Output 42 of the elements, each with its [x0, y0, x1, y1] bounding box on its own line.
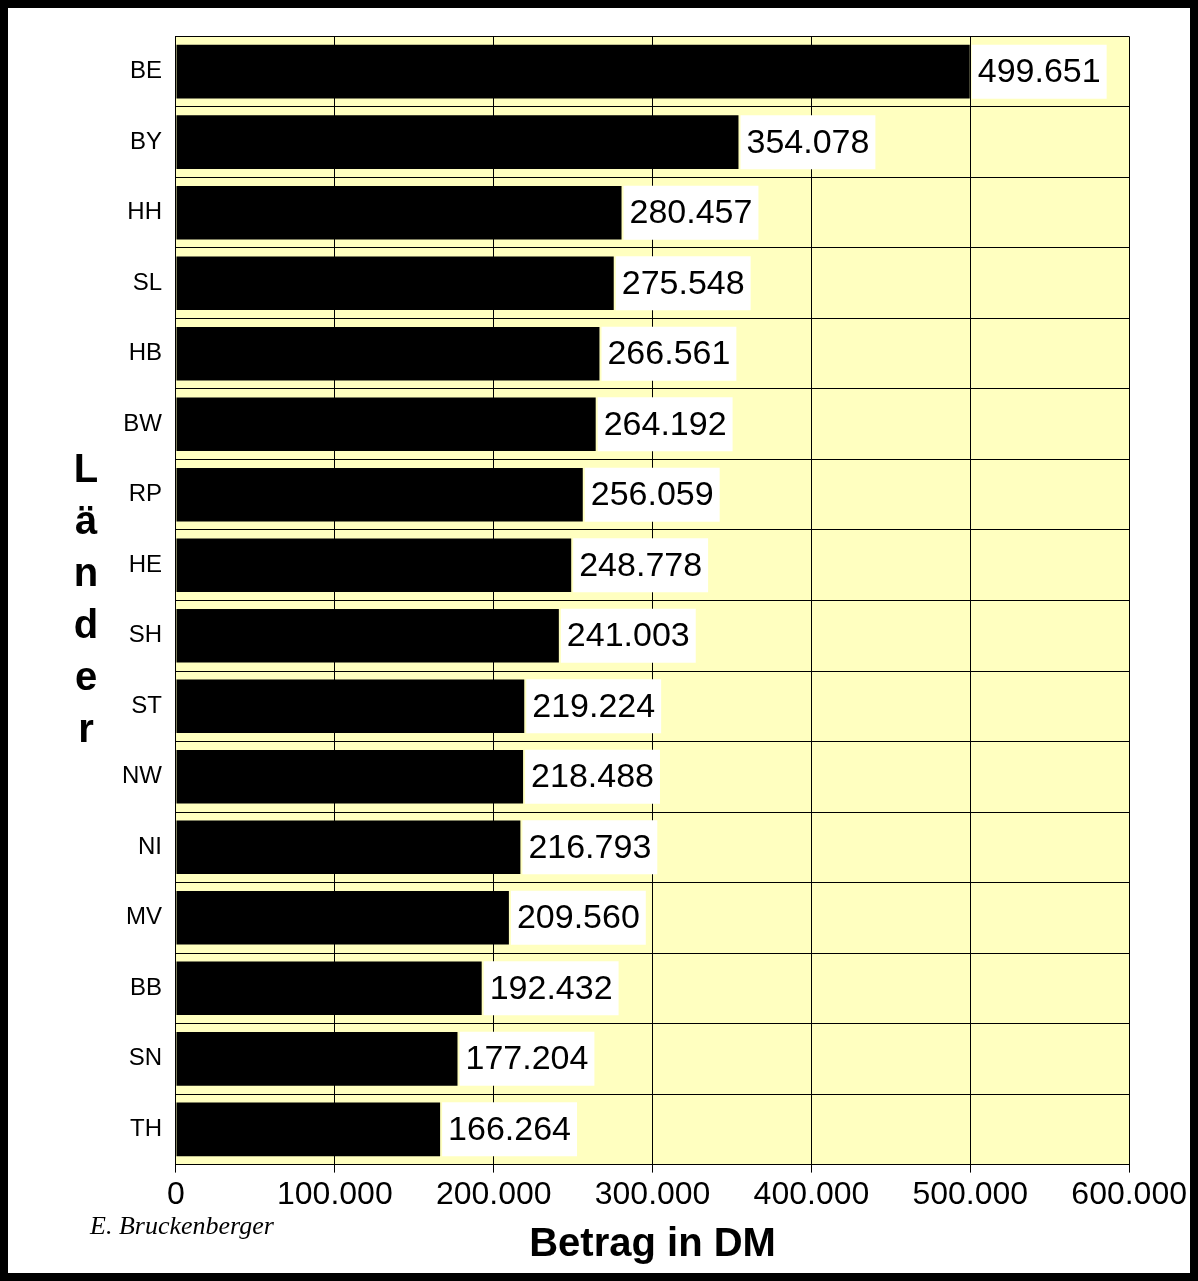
y-tick-label: SH: [128, 620, 162, 648]
data-label: 192.432: [489, 967, 613, 1006]
y-axis-title: Länder: [73, 445, 99, 750]
y-tick-label: ST: [131, 690, 163, 718]
data-label: 354.078: [746, 121, 870, 160]
y-tick-label: BW: [123, 408, 163, 436]
y-tick-label: BE: [129, 56, 162, 84]
y-tick-label: NW: [122, 761, 163, 789]
y-tick-label: HB: [128, 338, 162, 366]
y-tick-label: HH: [127, 197, 162, 225]
y-tick-label: NI: [137, 831, 162, 859]
data-label: 216.793: [528, 826, 652, 865]
data-label: 248.778: [579, 544, 703, 583]
y-tick-label: BB: [129, 972, 162, 1000]
y-tick-label: MV: [125, 902, 162, 930]
data-label: 264.192: [603, 403, 727, 442]
x-tick-label: 100.000: [277, 1174, 393, 1211]
y-tick-label: SN: [128, 1043, 162, 1071]
data-label: 499.651: [977, 51, 1101, 90]
x-tick-label: 200.000: [435, 1174, 552, 1211]
data-label: 275.548: [621, 262, 745, 301]
data-label: 219.224: [532, 685, 656, 724]
data-label: 218.488: [531, 756, 654, 795]
data-label: 241.003: [566, 615, 690, 654]
data-label: 266.561: [607, 333, 731, 372]
x-axis-title: Betrag in DM: [529, 1220, 776, 1265]
data-label: 280.457: [629, 192, 753, 231]
data-label: 166.264: [448, 1108, 572, 1147]
x-tick-label: 0: [167, 1174, 185, 1211]
y-tick-label: TH: [129, 1113, 162, 1141]
x-tick-label: 500.000: [912, 1174, 1029, 1211]
text: E. Bruckenberger: [89, 1210, 275, 1240]
data-label: 256.059: [590, 474, 714, 513]
data-label: 209.560: [516, 897, 640, 936]
y-tick-label: SL: [132, 267, 162, 295]
x-tick-label: 300.000: [594, 1174, 711, 1211]
x-tick-label: 600.000: [1071, 1174, 1187, 1211]
y-tick-label: RP: [128, 479, 162, 507]
y-tick-label: HE: [128, 549, 162, 577]
data-label: 177.204: [465, 1038, 589, 1077]
y-tick-label: BY: [129, 126, 162, 154]
x-tick-label: 400.000: [753, 1174, 870, 1211]
